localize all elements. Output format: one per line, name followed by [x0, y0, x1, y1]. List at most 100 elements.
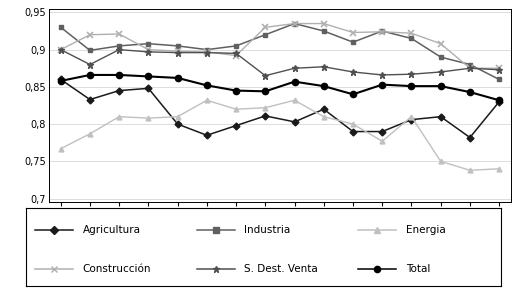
Energia	[467, 168, 473, 172]
Construcción	[262, 25, 268, 29]
Industria	[379, 29, 385, 33]
Energia	[87, 132, 93, 136]
Energia	[233, 108, 239, 111]
Energia	[116, 115, 122, 118]
Industria	[174, 44, 181, 48]
Construcción	[320, 22, 327, 25]
Industria	[233, 44, 239, 48]
Energia	[496, 167, 502, 171]
Agricultura	[58, 78, 64, 81]
Construcción	[350, 31, 356, 34]
Text: Total: Total	[406, 264, 430, 274]
Text: Construcción: Construcción	[83, 264, 151, 274]
Energia	[58, 147, 64, 150]
Energia	[292, 99, 298, 102]
Total	[408, 84, 414, 88]
Energia	[408, 115, 414, 118]
Text: Agricultura: Agricultura	[83, 225, 141, 235]
Agricultura	[87, 98, 93, 101]
S. Dest. Venta	[350, 70, 356, 74]
Industria	[58, 25, 64, 29]
S. Dest. Venta	[438, 70, 444, 74]
S. Dest. Venta	[116, 48, 122, 51]
Total	[87, 73, 93, 77]
Total	[292, 80, 298, 84]
Energia	[262, 106, 268, 110]
Line: Industria: Industria	[58, 21, 502, 82]
Agricultura	[233, 124, 239, 127]
Construcción	[292, 22, 298, 25]
S. Dest. Venta	[87, 63, 93, 66]
Total	[438, 84, 444, 88]
Industria	[496, 78, 502, 81]
Line: S. Dest. Venta: S. Dest. Venta	[57, 46, 503, 79]
Total	[233, 89, 239, 92]
S. Dest. Venta	[233, 52, 239, 55]
Energia	[379, 140, 385, 143]
Industria	[467, 63, 473, 66]
Total	[467, 90, 473, 94]
Industria	[350, 40, 356, 44]
Energia	[438, 160, 444, 163]
Agricultura	[262, 114, 268, 118]
Industria	[320, 29, 327, 33]
Agricultura	[174, 122, 181, 126]
Total	[320, 84, 327, 88]
Total	[204, 84, 210, 87]
Agricultura	[146, 87, 152, 90]
Line: Agricultura: Agricultura	[58, 77, 502, 140]
S. Dest. Venta	[320, 65, 327, 68]
Construcción	[467, 66, 473, 70]
Text: Industria: Industria	[244, 225, 291, 235]
S. Dest. Venta	[174, 51, 181, 54]
Industria	[204, 48, 210, 51]
S. Dest. Venta	[262, 74, 268, 77]
Energia	[146, 116, 152, 120]
S. Dest. Venta	[146, 50, 152, 53]
Total	[496, 99, 502, 102]
Industria	[262, 33, 268, 36]
Line: Total: Total	[58, 72, 502, 103]
Construcción	[438, 42, 444, 45]
Construcción	[408, 32, 414, 35]
S. Dest. Venta	[58, 48, 64, 51]
Construcción	[174, 49, 181, 53]
Energia	[174, 115, 181, 118]
Construcción	[87, 33, 93, 36]
Construcción	[116, 32, 122, 36]
Construcción	[58, 48, 64, 51]
Industria	[292, 22, 298, 25]
Agricultura	[408, 118, 414, 121]
S. Dest. Venta	[292, 66, 298, 70]
Industria	[87, 49, 93, 52]
Total	[350, 92, 356, 96]
Agricultura	[350, 130, 356, 133]
Industria	[408, 37, 414, 40]
Energia	[204, 99, 210, 102]
Construcción	[496, 66, 502, 70]
Total	[146, 75, 152, 78]
Total	[174, 76, 181, 80]
Agricultura	[116, 89, 122, 92]
Construcción	[379, 30, 385, 34]
Industria	[116, 44, 122, 48]
Text: S. Dest. Venta: S. Dest. Venta	[244, 264, 318, 274]
Line: Energia: Energia	[58, 98, 502, 173]
S. Dest. Venta	[379, 73, 385, 77]
Agricultura	[438, 115, 444, 118]
Agricultura	[467, 136, 473, 139]
S. Dest. Venta	[467, 66, 473, 70]
Industria	[438, 55, 444, 59]
Construcción	[146, 48, 152, 51]
Agricultura	[204, 134, 210, 137]
Line: Construcción: Construcción	[57, 20, 503, 72]
Agricultura	[379, 130, 385, 133]
Construcción	[204, 50, 210, 53]
S. Dest. Venta	[204, 51, 210, 54]
S. Dest. Venta	[408, 73, 414, 76]
S. Dest. Venta	[496, 68, 502, 71]
Total	[379, 83, 385, 86]
Text: Energia: Energia	[406, 225, 445, 235]
Agricultura	[320, 108, 327, 111]
Total	[262, 90, 268, 93]
